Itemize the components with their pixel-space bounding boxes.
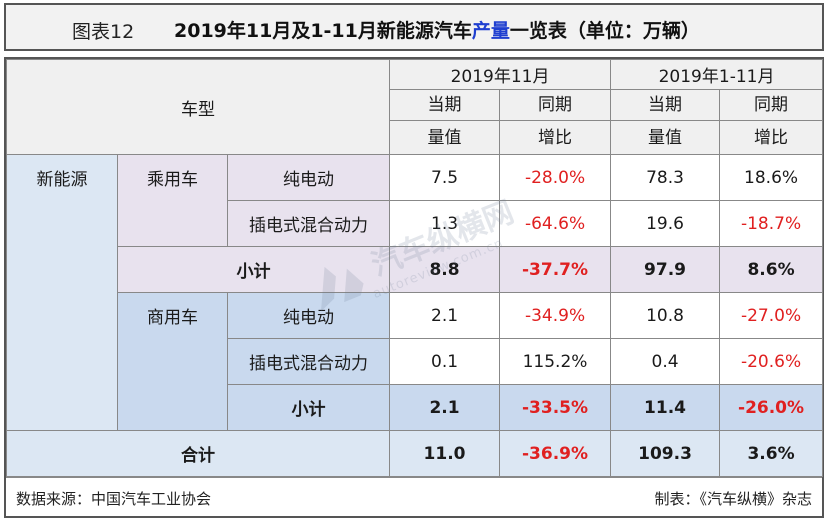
total-label: 合计 — [5, 430, 391, 477]
header-period-ytd: 2019年1-11月 — [610, 59, 824, 90]
cell-yoy: -18.7% — [719, 200, 824, 247]
header-vehicle-type: 车型 — [5, 59, 391, 155]
category-passenger: 乘用车 — [117, 154, 228, 247]
type-passenger-bev: 纯电动 — [226, 154, 391, 201]
cell-value: 97.9 — [610, 246, 721, 293]
cell-yoy: 18.6% — [719, 154, 824, 201]
passenger-subtotal-label: 小计 — [116, 246, 391, 293]
cell-value: 2.1 — [389, 384, 501, 431]
cell-yoy: -20.6% — [719, 338, 824, 385]
header-month-yoy-1: 同期 — [499, 89, 612, 121]
cell-value: 19.6 — [610, 200, 721, 247]
header-ytd-current-2: 量值 — [610, 120, 721, 155]
cell-yoy: -28.0% — [499, 154, 612, 201]
type-commercial-bev: 纯电动 — [226, 292, 391, 339]
commercial-subtotal-label: 小计 — [226, 384, 391, 431]
cell-value: 2.1 — [389, 292, 501, 339]
cell-yoy: 3.6% — [719, 430, 824, 477]
cell-value: 0.4 — [610, 338, 721, 385]
cell-value: 78.3 — [610, 154, 721, 201]
cell-value: 1.3 — [389, 200, 501, 247]
table-footer: 数据来源：中国汽车工业协会 制表：《汽车纵横》杂志 — [6, 477, 822, 516]
cell-yoy: -33.5% — [499, 384, 612, 431]
production-table-container: 车型 2019年11月 2019年1-11月 当期 同期 当期 同期 量值 增比… — [4, 57, 824, 518]
cell-value: 0.1 — [389, 338, 501, 385]
title-highlight: 产量 — [471, 20, 510, 42]
category-nev: 新能源 — [6, 154, 118, 431]
type-commercial-phev: 插电式混合动力 — [226, 338, 391, 385]
cell-value: 109.3 — [610, 430, 721, 477]
cell-yoy: 8.6% — [719, 246, 824, 293]
cell-yoy: -64.6% — [499, 200, 612, 247]
cell-value: 11.0 — [389, 430, 501, 477]
header-ytd-yoy-2: 增比 — [719, 120, 824, 155]
cell-yoy: -27.0% — [719, 292, 824, 339]
cell-yoy: -37.7% — [499, 246, 612, 293]
header-month-current-2: 量值 — [389, 120, 501, 155]
cell-value: 10.8 — [610, 292, 721, 339]
title-bar: 图表12 2019年11月及1-11月新能源汽车产量一览表（单位：万辆） — [4, 3, 824, 51]
figure-label: 图表12 — [72, 21, 135, 43]
header-month-yoy-2: 增比 — [499, 120, 612, 155]
table-maker: 制表：《汽车纵横》杂志 — [654, 490, 812, 508]
data-source: 数据来源：中国汽车工业协会 — [16, 490, 212, 508]
header-ytd-yoy-1: 同期 — [719, 89, 824, 121]
cell-value: 8.8 — [389, 246, 501, 293]
header-month-current-1: 当期 — [389, 89, 501, 121]
header-period-month: 2019年11月 — [389, 59, 612, 90]
cell-value: 7.5 — [389, 154, 501, 201]
title-suffix: 一览表（单位：万辆） — [509, 20, 700, 42]
cell-value: 11.4 — [610, 384, 721, 431]
type-passenger-phev: 插电式混合动力 — [226, 200, 391, 247]
page-title: 2019年11月及1-11月新能源汽车产量一览表（单位：万辆） — [174, 16, 700, 43]
production-table: 车型 2019年11月 2019年1-11月 当期 同期 当期 同期 量值 增比… — [5, 59, 824, 477]
cell-yoy: -36.9% — [499, 430, 612, 477]
header-ytd-current-1: 当期 — [610, 89, 721, 121]
title-prefix: 2019年11月及1-11月新能源汽车 — [174, 20, 472, 42]
cell-yoy: 115.2% — [499, 338, 612, 385]
cell-yoy: -26.0% — [719, 384, 824, 431]
category-commercial: 商用车 — [117, 292, 228, 431]
cell-yoy: -34.9% — [499, 292, 612, 339]
